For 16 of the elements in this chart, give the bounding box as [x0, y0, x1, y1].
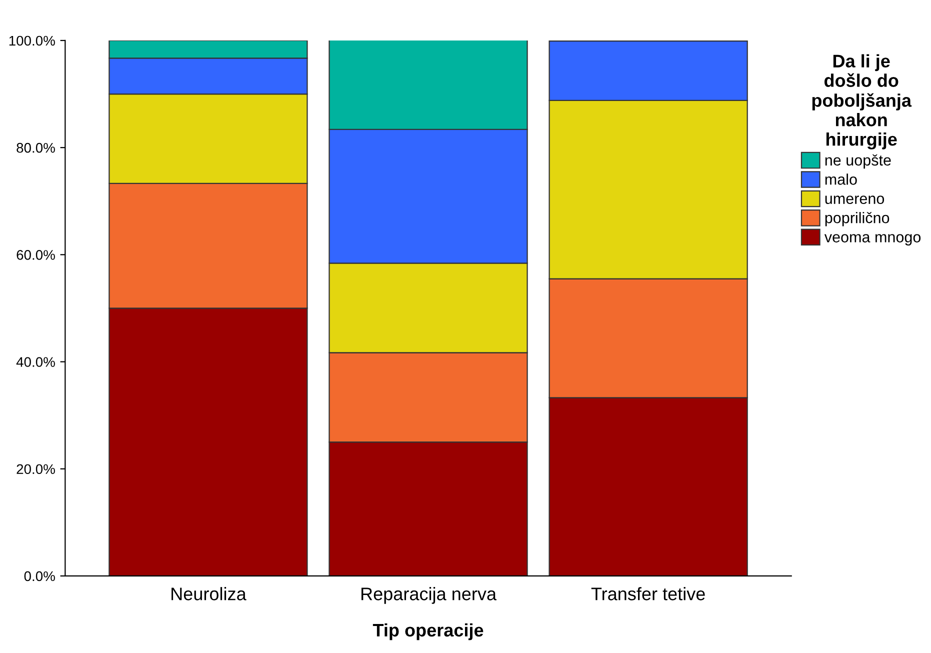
x-tick-label: Reparacija nerva	[362, 587, 497, 604]
legend-label: ne uopšte	[825, 154, 891, 169]
y-tick-label: 20.0%	[16, 464, 55, 474]
y-tick-label: 100.0%	[9, 36, 55, 46]
y-tick-label: 60.0%	[16, 250, 55, 260]
y-tick-label: 80.0%	[16, 142, 55, 153]
y-tick-label: 0.0%	[24, 571, 55, 582]
legend-label: poprilično	[825, 212, 890, 226]
legend-label: umereno	[825, 196, 884, 204]
x-axis-title: Tip operacije	[372, 623, 484, 640]
x-tick-label: Neuroliza	[172, 587, 246, 600]
x-tick-label: Transfer tetive	[591, 587, 705, 600]
legend-label: malo	[825, 174, 857, 185]
legend-label: veoma mnogo	[824, 234, 921, 246]
legend-title: Da li je došlo do poboljšanja nakon hirurgije	[812, 54, 912, 150]
y-tick-label: 40.0%	[16, 357, 55, 367]
